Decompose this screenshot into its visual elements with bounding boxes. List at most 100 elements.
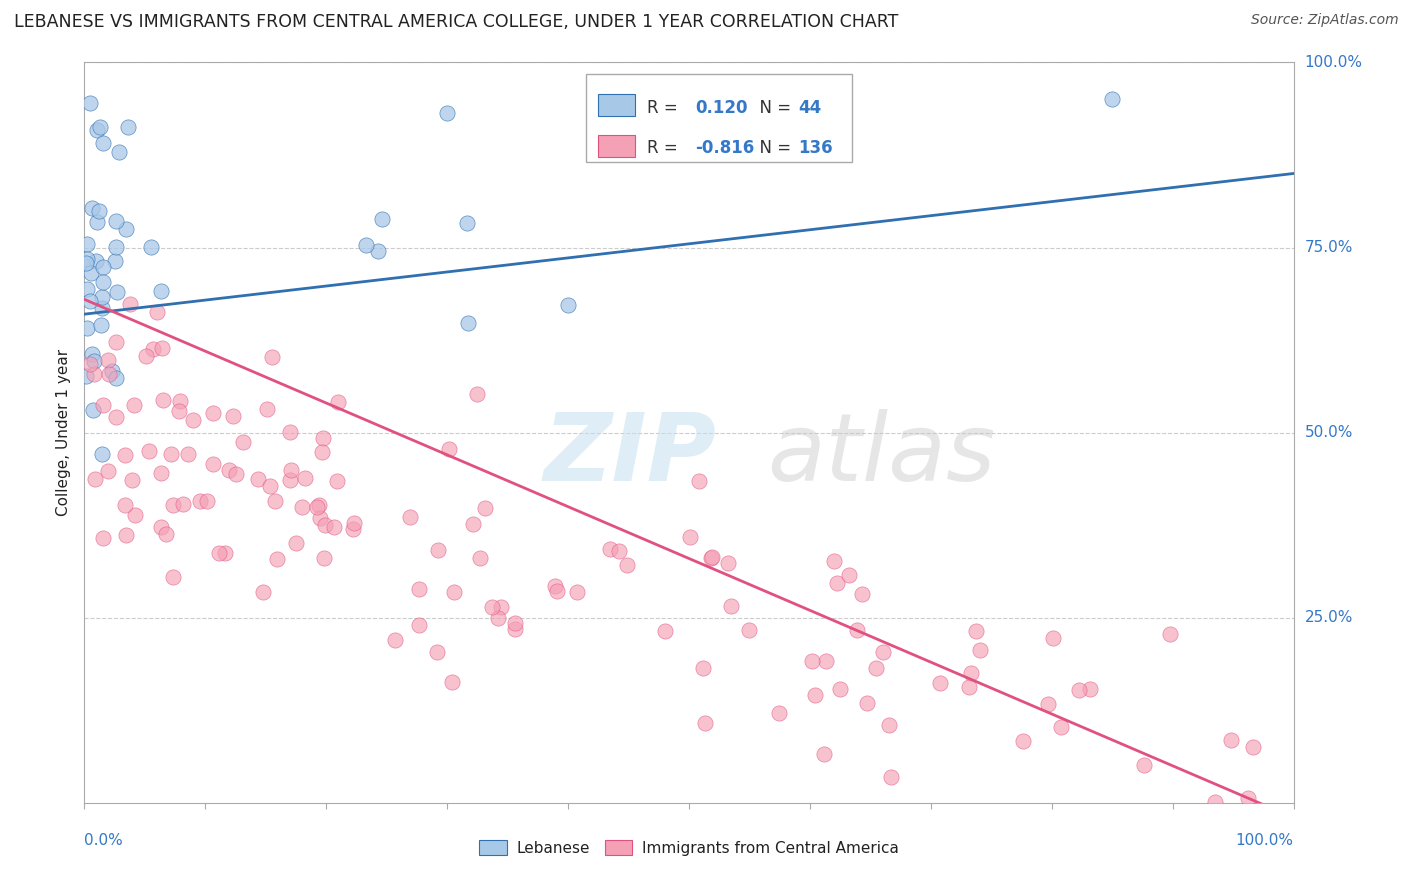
Point (82, 347, 104, 361)
Text: 50.0%: 50.0% (1305, 425, 1353, 440)
Point (846, 623, 869, 637)
Point (311, 431, 333, 445)
Point (115, 528, 138, 542)
Point (294, 471, 316, 485)
Point (118, 297, 141, 311)
Y-axis label: College, Under 1 year: College, Under 1 year (56, 349, 72, 516)
Point (408, 582, 430, 596)
Point (90, 290, 112, 304)
Point (225, 467, 247, 481)
Point (208, 546, 231, 560)
Point (89, 120, 111, 134)
Point (322, 520, 344, 534)
Point (1038, 697, 1060, 711)
Point (160, 447, 183, 461)
Point (222, 409, 245, 423)
Text: R =: R = (647, 99, 683, 117)
Point (104, 254, 127, 268)
Point (720, 599, 742, 613)
Text: 44: 44 (797, 99, 821, 117)
Point (1133, 758, 1156, 772)
Point (325, 474, 347, 488)
Legend: Lebanese, Immigrants from Central America: Lebanese, Immigrants from Central Americ… (474, 834, 904, 862)
Point (308, 498, 330, 512)
Point (83, 367, 105, 381)
Point (356, 238, 378, 252)
Point (139, 240, 162, 254)
Point (565, 584, 588, 599)
Point (880, 770, 903, 784)
Point (93, 399, 115, 413)
Point (152, 393, 174, 408)
Point (256, 401, 278, 416)
Point (436, 106, 458, 120)
Point (872, 645, 894, 659)
Point (262, 350, 284, 364)
Point (76, 282, 98, 296)
Point (738, 623, 761, 637)
Point (79, 95, 101, 110)
Point (959, 665, 981, 680)
Point (188, 494, 211, 508)
Point (150, 520, 173, 534)
Text: atlas: atlas (768, 409, 995, 500)
Point (97, 464, 120, 478)
Point (717, 556, 740, 570)
Point (104, 371, 127, 385)
Point (1067, 683, 1090, 698)
Point (1101, 92, 1123, 106)
Point (1078, 682, 1101, 697)
Point (155, 527, 177, 541)
Point (929, 676, 952, 690)
Point (544, 579, 567, 593)
Point (481, 599, 503, 614)
Point (252, 584, 274, 599)
Point (247, 472, 270, 486)
Point (146, 305, 169, 319)
Point (218, 463, 240, 477)
Point (90, 447, 112, 461)
FancyBboxPatch shape (599, 95, 634, 116)
Point (285, 536, 308, 550)
Point (456, 216, 478, 230)
Point (266, 552, 288, 566)
Point (91, 275, 114, 289)
Text: LEBANESE VS IMMIGRANTS FROM CENTRAL AMERICA COLLEGE, UNDER 1 YEAR CORRELATION CH: LEBANESE VS IMMIGRANTS FROM CENTRAL AMER… (14, 13, 898, 31)
Point (114, 498, 136, 512)
Text: ZIP: ZIP (544, 409, 717, 500)
Point (76, 321, 98, 335)
Point (343, 516, 366, 530)
Point (443, 584, 465, 599)
Point (399, 510, 422, 524)
Point (114, 448, 136, 462)
Point (426, 645, 449, 659)
Point (457, 316, 479, 330)
Point (259, 479, 281, 493)
Point (280, 463, 302, 477)
Point (768, 706, 790, 721)
Point (465, 386, 488, 401)
Text: R =: R = (647, 139, 683, 157)
Point (470, 550, 492, 565)
Point (104, 410, 127, 425)
Point (105, 285, 128, 299)
Point (83, 353, 105, 368)
Point (1220, 733, 1243, 747)
Point (181, 413, 204, 427)
Point (823, 554, 845, 568)
Point (813, 747, 835, 761)
Point (117, 120, 139, 135)
Point (80, 266, 103, 280)
Point (503, 622, 526, 636)
Point (172, 497, 194, 511)
Text: 0.0%: 0.0% (84, 833, 124, 848)
Text: 136: 136 (797, 139, 832, 157)
Point (825, 575, 848, 590)
Point (82, 403, 104, 417)
Point (851, 587, 873, 601)
Point (1205, 795, 1227, 809)
Point (76, 255, 98, 269)
Point (367, 244, 389, 258)
Point (97, 353, 120, 368)
Point (441, 674, 464, 689)
